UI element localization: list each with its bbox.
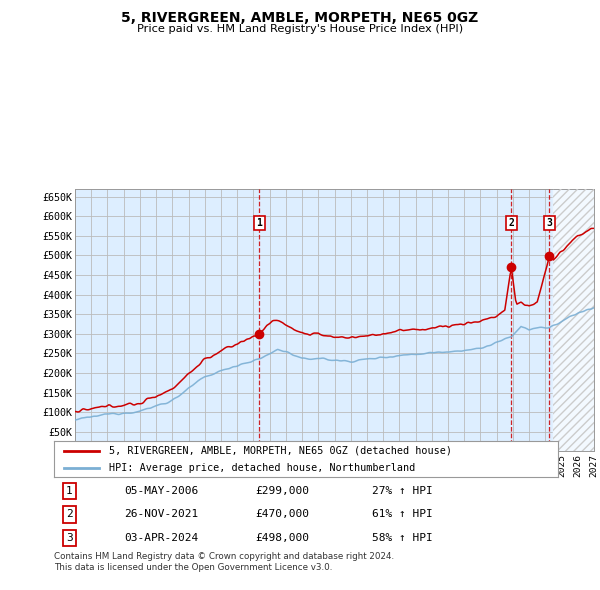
Text: 2: 2 (508, 218, 514, 228)
Text: £299,000: £299,000 (256, 486, 310, 496)
Text: £498,000: £498,000 (256, 533, 310, 543)
Text: 3: 3 (66, 533, 73, 543)
Text: 27% ↑ HPI: 27% ↑ HPI (371, 486, 432, 496)
Text: £470,000: £470,000 (256, 510, 310, 519)
Text: Price paid vs. HM Land Registry's House Price Index (HPI): Price paid vs. HM Land Registry's House … (137, 24, 463, 34)
Bar (553, 189, 594, 451)
Text: 58% ↑ HPI: 58% ↑ HPI (371, 533, 432, 543)
Text: 61% ↑ HPI: 61% ↑ HPI (371, 510, 432, 519)
Text: 03-APR-2024: 03-APR-2024 (125, 533, 199, 543)
Text: 5, RIVERGREEN, AMBLE, MORPETH, NE65 0GZ (detached house): 5, RIVERGREEN, AMBLE, MORPETH, NE65 0GZ … (109, 445, 452, 455)
Text: 05-MAY-2006: 05-MAY-2006 (125, 486, 199, 496)
Text: HPI: Average price, detached house, Northumberland: HPI: Average price, detached house, Nort… (109, 463, 416, 473)
Text: 2: 2 (66, 510, 73, 519)
Text: Contains HM Land Registry data © Crown copyright and database right 2024.
This d: Contains HM Land Registry data © Crown c… (54, 552, 394, 572)
Text: 1: 1 (256, 218, 262, 228)
Text: 26-NOV-2021: 26-NOV-2021 (125, 510, 199, 519)
Text: 1: 1 (66, 486, 73, 496)
Text: 3: 3 (547, 218, 553, 228)
Bar (553, 189, 594, 451)
Bar (553, 189, 594, 451)
Text: 5, RIVERGREEN, AMBLE, MORPETH, NE65 0GZ: 5, RIVERGREEN, AMBLE, MORPETH, NE65 0GZ (121, 11, 479, 25)
